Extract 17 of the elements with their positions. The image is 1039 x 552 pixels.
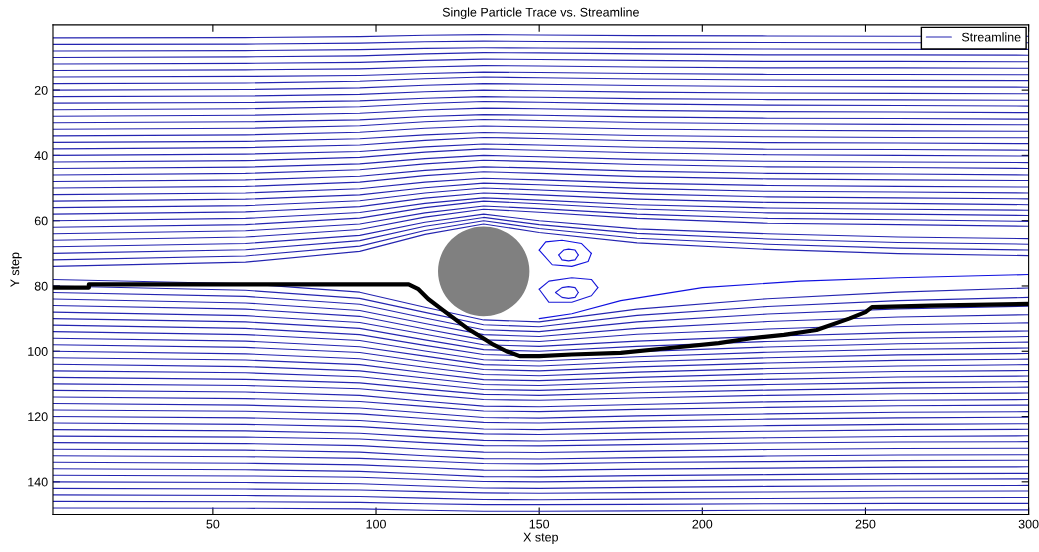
y-axis-title: Y step [10,252,22,287]
x-tick-label: 300 [1018,519,1039,529]
x-tick-label: 200 [692,519,713,529]
x-axis-title: X step [523,532,558,545]
x-tick-label: 150 [529,519,550,529]
y-tick-label: 120 [28,412,48,422]
x-tick-label: 50 [206,519,220,529]
y-tick-label: 100 [28,347,48,356]
y-tick-label: 60 [34,216,48,226]
chart-title: Single Particle Trace vs. Streamline [442,7,639,20]
x-tick-label: 100 [366,519,386,529]
y-tick-label: 140 [28,477,48,487]
y-tick-label: 20 [34,85,48,95]
legend-label: Streamline [961,32,1021,42]
y-tick-label: 40 [34,151,48,161]
y-tick-label: 80 [34,281,48,291]
x-tick-label: 250 [855,519,876,529]
